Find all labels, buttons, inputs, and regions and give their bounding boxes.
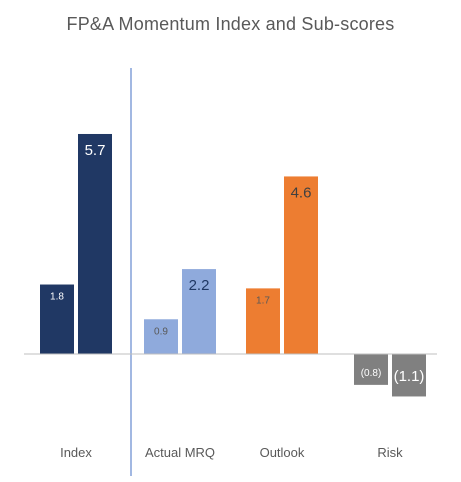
category-label-risk: Risk: [377, 445, 403, 460]
bar-risk-1: [354, 354, 388, 385]
bar-actual-mrq-1: [144, 319, 178, 354]
bar-risk-2: [392, 354, 426, 397]
bar-actual-mrq-2: [182, 269, 216, 354]
chart-title: FP&A Momentum Index and Sub-scores: [66, 14, 395, 34]
data-label-index-2: 5.7: [85, 142, 106, 159]
bar-outlook-2: [284, 176, 318, 354]
data-label-outlook-1: 1.7: [256, 295, 270, 306]
bar-index-2: [78, 133, 112, 354]
category-label-outlook: Outlook: [260, 445, 305, 460]
bar-outlook-1: [246, 288, 280, 354]
data-label-risk-2: (1.1): [394, 368, 425, 385]
data-label-outlook-2: 4.6: [291, 184, 312, 201]
data-label-index-1: 1.8: [50, 292, 64, 303]
data-label-actual-mrq-1: 0.9: [154, 326, 168, 337]
category-label-index: Index: [60, 445, 92, 460]
data-label-actual-mrq-2: 2.2: [189, 277, 210, 294]
category-label-actual-mrq: Actual MRQ: [145, 445, 215, 460]
bar-index-1: [40, 284, 74, 354]
data-label-risk-1: (0.8): [361, 368, 382, 379]
